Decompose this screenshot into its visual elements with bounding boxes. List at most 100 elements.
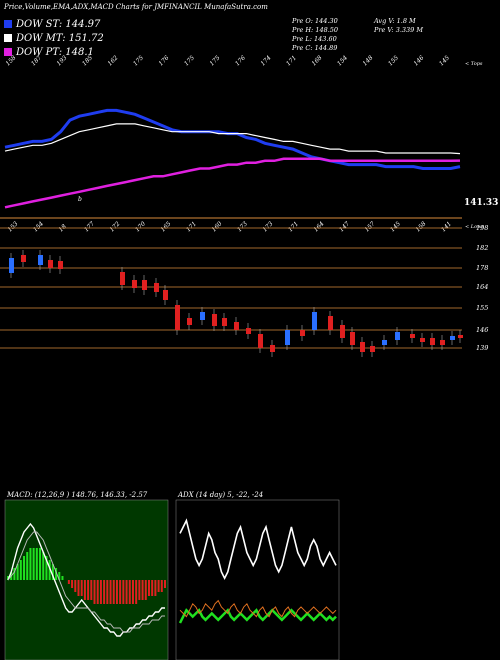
bottom-label: 165 <box>159 220 172 233</box>
level-label: 139 <box>476 344 488 352</box>
macd-histogram-bar <box>39 548 42 580</box>
legend-swatch-pt <box>4 48 12 56</box>
candle-body <box>163 290 168 300</box>
macd-histogram-bar <box>119 580 122 604</box>
bottom-label: 172 <box>108 220 121 233</box>
candle-body <box>187 318 192 325</box>
macd-histogram-bar <box>77 580 80 596</box>
candle-body <box>9 258 14 273</box>
macd-histogram-bar <box>131 580 134 604</box>
macd-histogram-bar <box>93 580 96 604</box>
top-label: 174 <box>259 54 272 67</box>
price-series-line-1 <box>4 123 461 155</box>
candle-body <box>360 342 365 352</box>
legend-dow-st: DOW ST: 144.97 <box>4 18 100 30</box>
price-panel: 158 187 193 185 162 175 176 175 175 176 174 171 168 1… <box>0 54 462 233</box>
bottom-label: 145 <box>389 220 402 233</box>
candle-body <box>246 328 251 334</box>
candle-body <box>200 312 205 320</box>
site-name: MunafaSutra.com <box>204 3 268 11</box>
macd-histogram-bar <box>48 560 51 580</box>
macd-histogram-bar <box>128 580 131 604</box>
level-label: 164 <box>476 283 488 291</box>
macd-histogram-bar <box>160 580 163 592</box>
candle-body <box>58 261 63 269</box>
macd-histogram-bar <box>23 556 26 580</box>
top-label: 155 <box>387 54 400 67</box>
candle-body <box>340 325 345 338</box>
macd-histogram-bar <box>157 580 160 592</box>
candle-body <box>370 346 375 352</box>
top-label: 176 <box>234 54 247 67</box>
bottom-label: 158 <box>414 220 427 233</box>
candle-body <box>270 345 275 352</box>
candle-body <box>222 318 227 326</box>
tops-label: < Tops <box>465 61 483 67</box>
bottom-label: 171 <box>287 220 300 233</box>
macd-histogram-bar <box>13 568 16 580</box>
macd-panel <box>7 522 166 637</box>
macd-histogram-bar <box>19 560 22 580</box>
macd-histogram-bar <box>109 580 112 604</box>
macd-histogram-bar <box>103 580 106 604</box>
candle-body <box>440 340 445 345</box>
price-series-line-2 <box>4 157 461 209</box>
lows-label: < Lows <box>465 224 484 230</box>
bottom-label: 154 <box>32 220 45 233</box>
bottom-label: 141 <box>440 220 453 233</box>
macd-histogram-bar <box>141 580 144 600</box>
macd-histogram-bar <box>96 580 99 604</box>
candle-body <box>132 280 137 288</box>
candle-body <box>410 334 415 338</box>
legend-label-st: DOW ST: 144.97 <box>16 18 101 30</box>
chart-title: Price,Volume,EMA,ADX,MACD Charts for JMF… <box>4 3 202 11</box>
adx-header: ADX (14 day) 5, -22, -24 <box>178 491 264 499</box>
candle-body <box>395 332 400 340</box>
candle-body <box>430 338 435 345</box>
macd-histogram-bar <box>122 580 125 604</box>
macd-histogram-bar <box>7 576 9 580</box>
info-open: Pre O: 144.30 <box>292 17 338 25</box>
macd-histogram-bar <box>71 580 74 588</box>
bottom-label: 157 <box>363 220 376 233</box>
candle-body <box>175 305 180 330</box>
macd-histogram-bar <box>106 580 109 604</box>
bottom-label: 147 <box>338 220 351 233</box>
info-high: Pre H: 148.50 <box>292 26 339 34</box>
macd-histogram-bar <box>147 580 150 596</box>
macd-histogram-bar <box>138 580 141 600</box>
info-close: Pre C: 144.89 <box>292 44 338 52</box>
macd-histogram-bar <box>32 548 35 580</box>
legend-swatch-mt <box>4 34 12 42</box>
macd-histogram-bar <box>16 564 19 580</box>
candle-body <box>420 338 425 342</box>
bottom-label: 164 <box>312 220 325 233</box>
candle-body <box>285 330 290 345</box>
macd-histogram-bar <box>115 580 118 604</box>
macd-histogram-bar <box>125 580 128 604</box>
legend-dow-mt: DOW MT: 151.72 <box>4 32 104 44</box>
top-label: 175 <box>183 54 196 67</box>
top-label: 175 <box>132 54 145 67</box>
macd-histogram-bar <box>154 580 157 596</box>
info-low: Pre L: 143.60 <box>292 35 337 43</box>
legend-swatch-st <box>4 20 12 28</box>
macd-macd-line <box>7 522 165 637</box>
legend-label-pt: DOW PT: 148.1 <box>16 46 94 58</box>
macd-histogram-bar <box>151 580 154 596</box>
level-label: 178 <box>476 264 488 272</box>
macd-histogram-bar <box>144 580 147 600</box>
macd-histogram-bar <box>83 580 86 600</box>
candle-body <box>142 280 147 290</box>
adx-minus_di-line <box>179 599 337 618</box>
top-label: 171 <box>285 54 298 67</box>
candle-body <box>120 272 125 285</box>
macd-signal-line <box>7 531 165 633</box>
level-label: 198 <box>476 224 488 232</box>
macd-histogram-bar <box>29 548 32 580</box>
bottom-label: 173 <box>261 220 274 233</box>
top-label: 145 <box>438 54 451 67</box>
top-label: 176 <box>157 54 170 67</box>
level-label: 146 <box>476 326 488 334</box>
